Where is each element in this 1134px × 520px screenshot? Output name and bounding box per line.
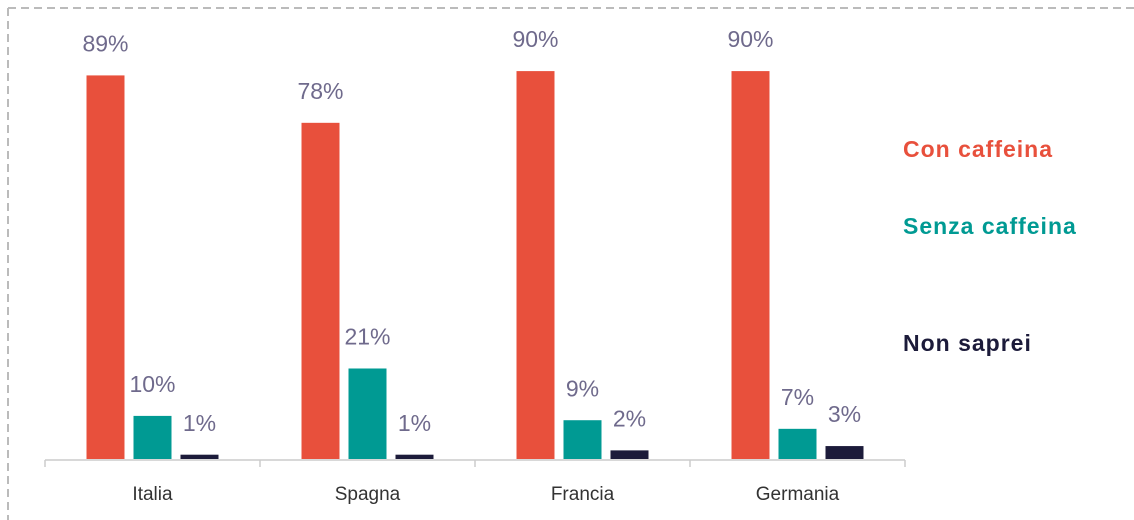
bar <box>563 420 602 459</box>
x-tick-label: Spagna <box>335 484 401 505</box>
legend-entry: Senza caffeina <box>903 213 1077 239</box>
value-label: 1% <box>183 410 216 436</box>
bar <box>133 415 172 459</box>
bar <box>86 75 125 459</box>
x-tick-label: Italia <box>132 484 173 505</box>
value-label: 90% <box>727 26 773 52</box>
value-label: 1% <box>398 410 431 436</box>
bar <box>825 446 864 459</box>
bar <box>301 122 340 459</box>
bar <box>516 71 555 459</box>
x-tick-label: Francia <box>551 484 615 505</box>
value-label: 89% <box>82 30 128 56</box>
value-label: 7% <box>781 384 814 410</box>
bar <box>778 428 817 459</box>
bar <box>395 454 434 459</box>
value-label: 21% <box>344 324 390 350</box>
bar <box>180 454 219 459</box>
value-label: 78% <box>297 78 343 104</box>
value-label: 2% <box>613 405 646 431</box>
value-label: 10% <box>129 371 175 397</box>
value-label: 3% <box>828 401 861 427</box>
bar <box>610 450 649 459</box>
legend-entry: Con caffeina <box>903 136 1054 162</box>
legend-entry: Non saprei <box>903 330 1032 356</box>
bar <box>731 71 770 459</box>
value-label: 90% <box>512 26 558 52</box>
bar <box>348 368 387 459</box>
value-label: 9% <box>566 375 599 401</box>
x-tick-label: Germania <box>756 484 840 505</box>
